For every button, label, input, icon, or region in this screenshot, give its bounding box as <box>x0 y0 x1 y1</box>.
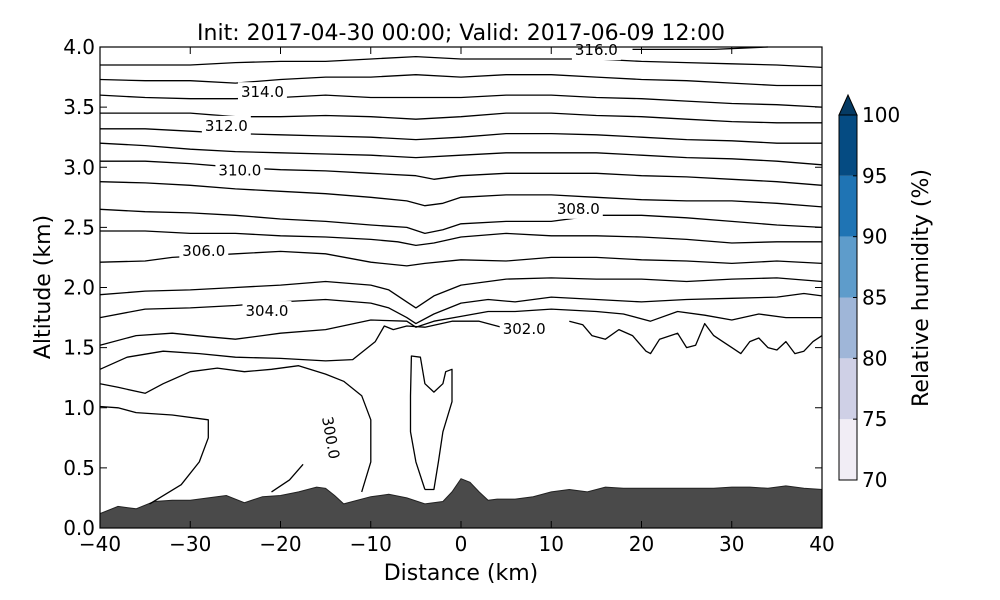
contour-line-312 <box>100 112 822 124</box>
contour-line-309 <box>99 181 823 208</box>
contour-label-background <box>201 115 251 136</box>
colorbar-tick-label: 75 <box>862 407 887 431</box>
contour-line-302 <box>99 320 502 370</box>
colorbar-band <box>839 419 857 480</box>
colorbar-band <box>839 297 857 359</box>
colorbar-band <box>839 115 857 176</box>
contour-line-300 <box>271 463 304 493</box>
contour-line-304 <box>99 308 822 346</box>
contour-line-310 <box>99 142 823 166</box>
contour-label: 312.0 <box>205 117 248 135</box>
contour-label: 316.0 <box>575 41 618 59</box>
contour-label-background <box>242 301 292 322</box>
y-axis: 0.0 0.5 1.0 1.5 2.0 2.5 3.0 3.5 4.0 <box>63 35 822 540</box>
y-axis-title: Altitude (km) <box>31 215 56 359</box>
y-tick-label: 0.5 <box>63 456 95 480</box>
contour-label-background <box>499 319 549 340</box>
y-tick-label: 3.5 <box>63 95 95 119</box>
contour-line-316 <box>632 46 768 51</box>
contour-label: 304.0 <box>245 302 288 320</box>
contour-label: 306.0 <box>182 242 225 260</box>
terrain <box>99 478 823 529</box>
contour-label-background <box>316 411 345 464</box>
x-tick-label: 30 <box>719 532 744 556</box>
contour-label-background <box>571 40 621 61</box>
contour-line-308 <box>99 208 823 235</box>
terrain-layer <box>99 478 823 529</box>
y-tick-label: 4.0 <box>63 35 95 59</box>
colorbar-ticks: 70 75 80 85 90 95 100 <box>853 103 900 492</box>
x-tick-label: 40 <box>809 532 834 556</box>
contour-label: 314.0 <box>241 83 284 101</box>
y-tick-label: 2.5 <box>63 215 95 239</box>
contour-line-300 <box>99 365 372 493</box>
colorbar-tick-label: 70 <box>862 468 887 492</box>
contour-line-300 <box>99 405 209 505</box>
x-tick-label: −40 <box>79 532 121 556</box>
y-tick-label: 3.0 <box>63 155 95 179</box>
colorbar-tick-label: 85 <box>862 286 887 310</box>
contour-line-300 <box>409 355 453 491</box>
x-axis: −40 −30 −20 −10 0 10 20 30 40 <box>79 47 835 556</box>
colorbar-bands <box>838 93 858 481</box>
colorbar-band <box>839 358 857 420</box>
y-tick-label: 1.5 <box>63 336 95 360</box>
chart-title: Init: 2017-04-30 00:00; Valid: 2017-06-0… <box>197 21 725 46</box>
x-axis-title: Distance (km) <box>384 561 539 586</box>
x-tick-label: −10 <box>350 532 392 556</box>
y-tick-label: 1.0 <box>63 396 95 420</box>
colorbar-tick-label: 90 <box>862 225 887 249</box>
colorbar-title: Relative humidity (%) <box>909 169 934 407</box>
contour-line-302 <box>569 320 823 355</box>
contour-label-background <box>237 82 287 103</box>
x-tick-label: 0 <box>455 532 468 556</box>
contour-line-313 <box>99 94 823 108</box>
contour-label-background <box>215 160 265 181</box>
colorbar-extend-arrow <box>838 93 858 116</box>
contour-label-background <box>179 240 229 261</box>
colorbar: 70 75 80 85 90 95 100 <box>838 93 900 492</box>
x-tick-label: 10 <box>539 532 564 556</box>
contour-line-307 <box>100 230 822 247</box>
contour-label: 302.0 <box>503 320 546 338</box>
contour-label: 310.0 <box>218 161 261 179</box>
colorbar-tick-label: 95 <box>862 164 887 188</box>
y-tick-label: 0.0 <box>63 516 95 540</box>
plot-area: 300.0302.0304.0306.0308.0310.0312.0314.0… <box>99 40 823 529</box>
x-tick-label: −20 <box>259 532 301 556</box>
y-tick-label: 2.0 <box>63 276 95 300</box>
colorbar-tick-label: 100 <box>862 103 900 127</box>
contour-label-background <box>553 198 603 219</box>
x-tick-label: 20 <box>629 532 654 556</box>
colorbar-band <box>839 236 857 298</box>
contour-line-314 <box>99 74 822 87</box>
contour-label: 308.0 <box>557 200 600 218</box>
colorbar-band <box>839 175 857 237</box>
colorbar-tick-label: 80 <box>862 346 887 370</box>
contour-line-315 <box>100 55 823 69</box>
x-tick-label: −30 <box>169 532 211 556</box>
contour-line-305.5 <box>99 277 823 309</box>
